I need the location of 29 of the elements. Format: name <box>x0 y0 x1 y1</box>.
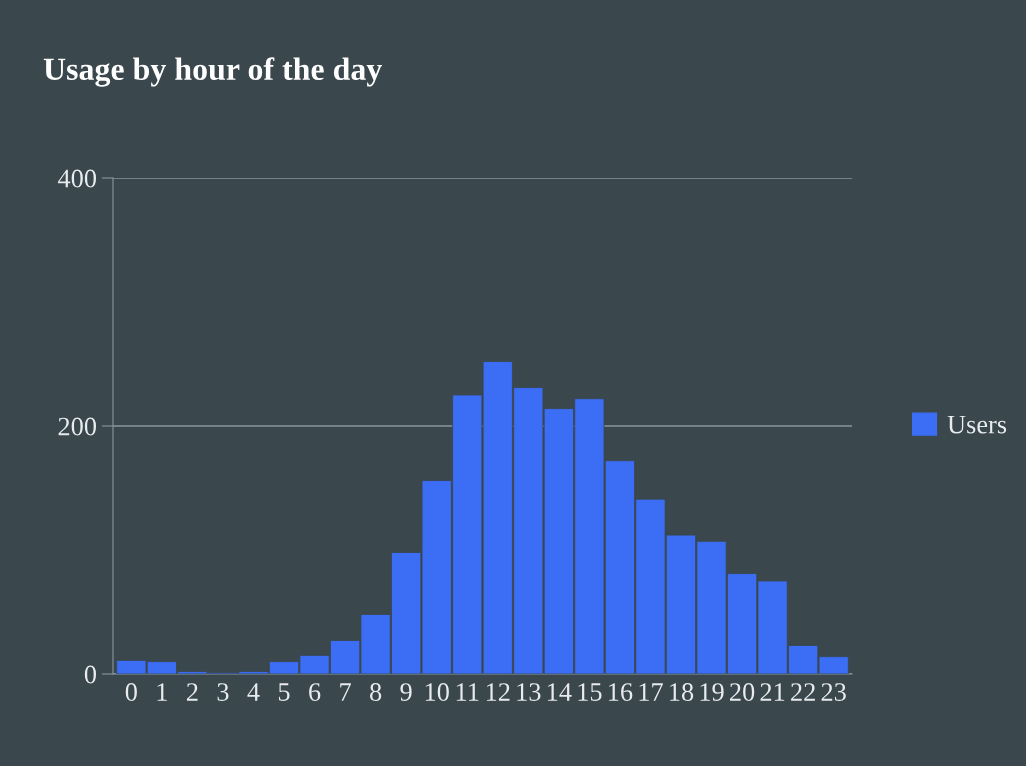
y-tick-label: 400 <box>57 169 97 188</box>
x-tick-label: 2 <box>186 683 198 701</box>
x-tick-label: 6 <box>309 683 321 701</box>
x-tick-label: 1 <box>157 683 167 701</box>
x-tick-label: 16 <box>609 683 633 701</box>
x-tick-label: 4 <box>247 683 260 701</box>
x-tick-label: 11 <box>456 683 479 701</box>
x-tick-label: 9 <box>400 683 412 701</box>
x-tick-label: 7 <box>340 683 351 701</box>
x-tick-label: 20 <box>730 683 755 701</box>
x-tick-label: 10 <box>425 683 449 701</box>
x-tick-label: 0 <box>125 683 137 701</box>
x-tick-label: 8 <box>370 683 382 701</box>
x-tick-label: 22 <box>791 683 815 701</box>
x-tick-label: 17 <box>639 683 663 701</box>
x-tick-label: 12 <box>486 683 510 701</box>
x-tick-label: 21 <box>760 683 785 701</box>
x-tick-label: 3 <box>217 683 229 701</box>
x-tick-label: 23 <box>821 683 846 701</box>
chart-title: Usage by hour of the day <box>43 57 383 87</box>
y-tick-label: 0 <box>84 665 97 684</box>
x-tick-label: 5 <box>278 683 290 701</box>
x-tick-label: 18 <box>670 683 694 701</box>
x-tick-label: 13 <box>517 683 541 701</box>
legend-label: Users <box>947 415 1007 434</box>
x-tick-label: 14 <box>547 683 572 701</box>
x-tick-label: 19 <box>700 683 724 701</box>
x-tick-label: 15 <box>578 683 602 701</box>
y-tick-label: 200 <box>58 417 97 436</box>
